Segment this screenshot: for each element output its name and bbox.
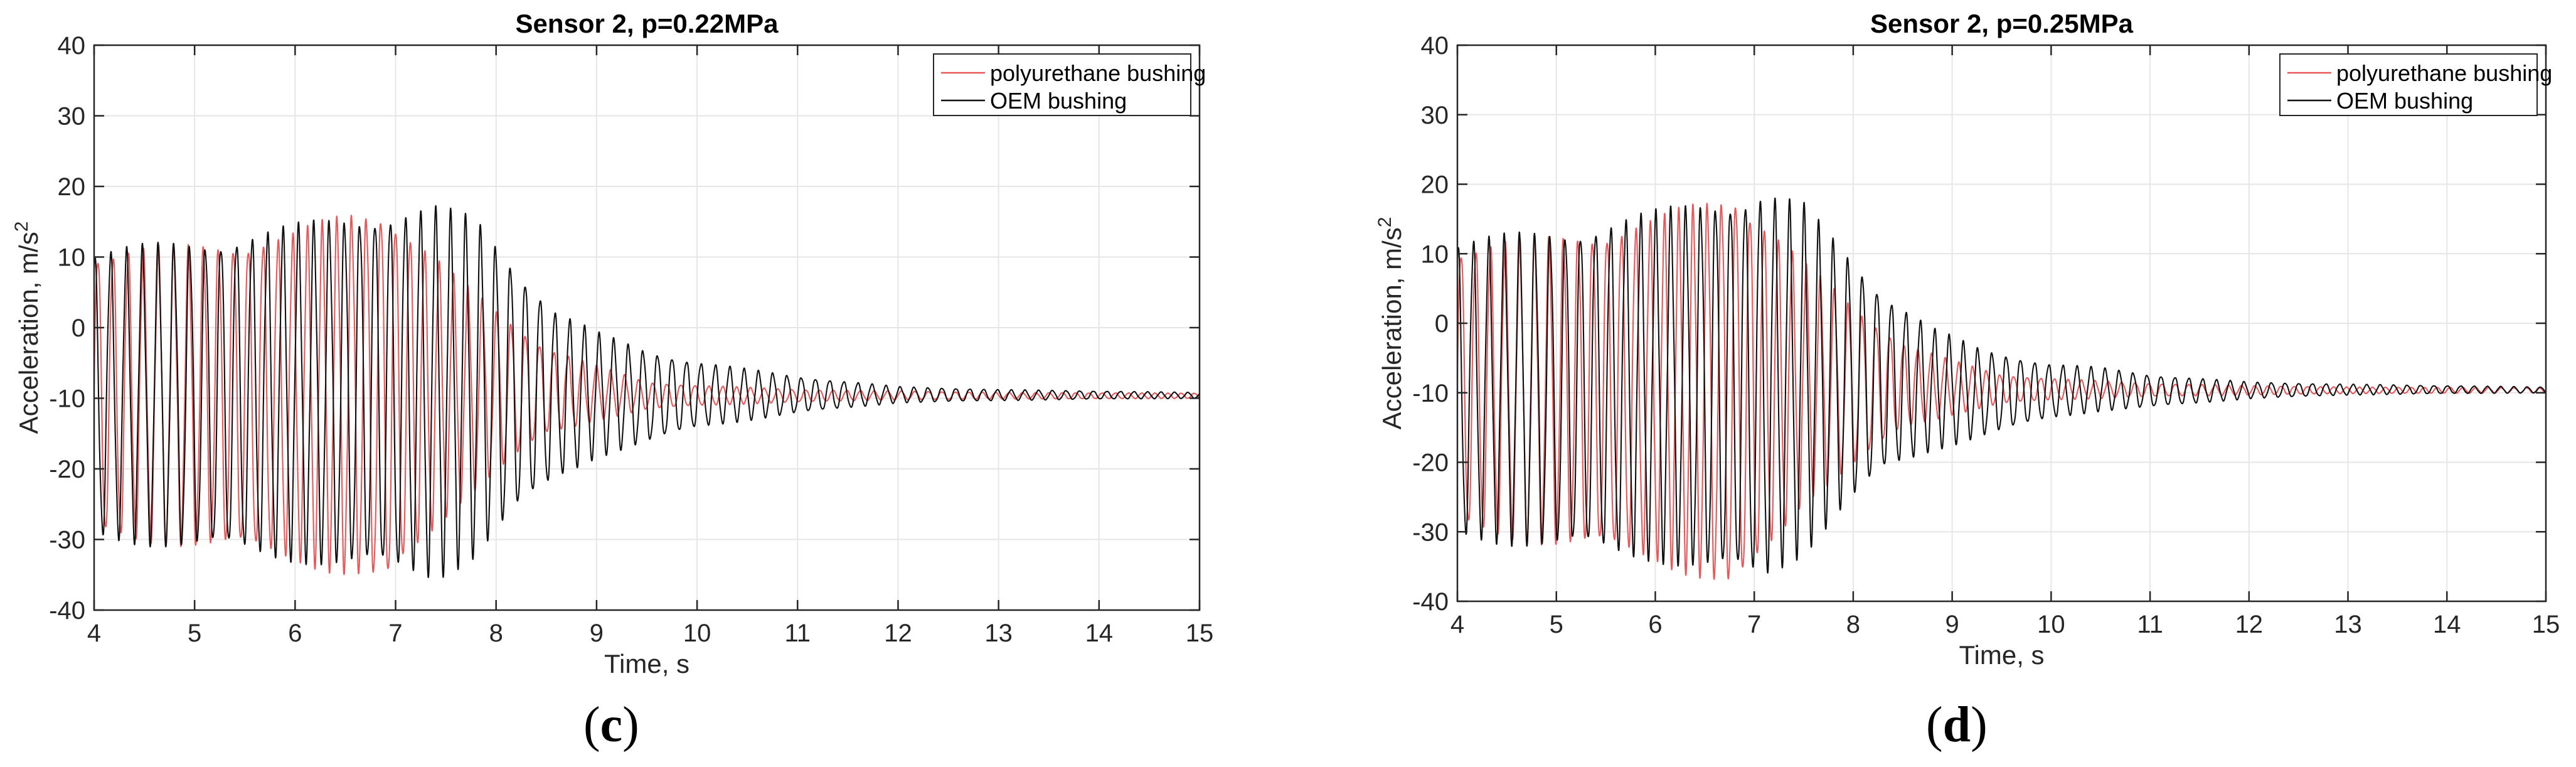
x-tick-label: 11	[2137, 611, 2163, 638]
y-tick-label: -30	[49, 527, 85, 554]
chart-title: Sensor 2, p=0.22MPa	[515, 9, 779, 38]
y-tick-label: -20	[49, 456, 85, 483]
y-tick-label: 40	[58, 32, 86, 60]
series-line-oem	[94, 205, 1200, 579]
chart-panel-c: 4 5 6 7 8 9 10 11 12 13 14 15 -40 -30 -20 -10 0 10 20 30 40 S…	[11, 9, 1213, 678]
chart-panel-d: 4 5 6 7 8 9 10 11 12 13 14 15 -40 -30 -20 -10 0 10 20 30 40 S…	[1375, 9, 2560, 670]
x-tick-label: 15	[2532, 611, 2560, 638]
x-tick-label: 10	[683, 620, 711, 647]
x-axis-label: Time, s	[1959, 640, 2044, 670]
y-tick-label: 30	[1421, 102, 1449, 129]
y-tick-label: 20	[58, 173, 86, 201]
panel-caption-c: (c)	[583, 697, 639, 753]
x-tick-label: 5	[188, 620, 201, 647]
legend-box	[2279, 53, 2538, 116]
y-tick-label: 20	[1421, 171, 1449, 199]
y-tick-label: -30	[1412, 518, 1449, 546]
x-tick-label: 7	[1747, 611, 1761, 638]
legend-label: OEM bushing	[2336, 88, 2473, 114]
x-tick-label: 4	[1450, 611, 1464, 638]
y-axis-label-text: Acceleration, m/s	[14, 232, 43, 434]
y-tick-label: -40	[1412, 588, 1449, 616]
x-tick-label: 13	[984, 620, 1013, 647]
y-tick-label: -40	[49, 597, 85, 625]
x-tick-label: 5	[1550, 611, 1563, 638]
x-axis-label: Time, s	[604, 649, 689, 678]
legend-label: OEM bushing	[990, 88, 1127, 114]
x-tick-label: 14	[1085, 620, 1114, 647]
y-tick-label: 30	[58, 103, 86, 131]
series-line-oem	[1457, 197, 2546, 574]
x-tick-label: 8	[489, 620, 503, 647]
x-tick-label: 4	[87, 620, 101, 647]
y-axis-label-superscript: 2	[11, 222, 32, 232]
x-tick-label: 7	[388, 620, 402, 647]
y-axis-label: Acceleration, m/s2	[1375, 217, 1407, 430]
chart-title: Sensor 2, p=0.25MPa	[1870, 9, 2134, 38]
y-tick-label: 0	[1435, 310, 1449, 338]
x-tick-label: 12	[2235, 611, 2264, 638]
y-axis-label-superscript: 2	[1375, 217, 1395, 228]
panel-caption-d: (d)	[1926, 697, 1988, 753]
y-tick-label: 40	[1421, 32, 1449, 60]
x-tick-label: 8	[1846, 611, 1860, 638]
x-tick-label: 9	[590, 620, 604, 647]
legend-box	[933, 53, 1191, 116]
x-tick-label: 14	[2433, 611, 2461, 638]
panel-caption-c-letter: c	[600, 697, 623, 753]
y-tick-label: 0	[72, 314, 85, 342]
x-tick-label: 9	[1945, 611, 1959, 638]
legend-label: polyurethane bushing	[990, 60, 1206, 86]
y-tick-label: -10	[1412, 380, 1449, 407]
y-axis-label-text: Acceleration, m/s	[1377, 227, 1407, 429]
y-tick-label: 10	[58, 244, 86, 272]
x-tick-label: 15	[1186, 620, 1214, 647]
x-tick-label: 6	[288, 620, 302, 647]
y-axis-label: Acceleration, m/s2	[11, 222, 43, 434]
x-tick-label: 11	[785, 620, 811, 647]
x-tick-label: 6	[1648, 611, 1662, 638]
y-tick-label: -10	[49, 385, 85, 413]
x-tick-label: 13	[2334, 611, 2362, 638]
legend-label: polyurethane bushing	[2336, 60, 2552, 86]
y-tick-label: 10	[1421, 240, 1449, 268]
x-tick-label: 12	[884, 620, 912, 647]
y-tick-label: -20	[1412, 449, 1449, 477]
panel-caption-d-letter: d	[1942, 697, 1971, 753]
series-line-polyurethane	[1457, 203, 2546, 580]
x-tick-label: 10	[2037, 611, 2065, 638]
